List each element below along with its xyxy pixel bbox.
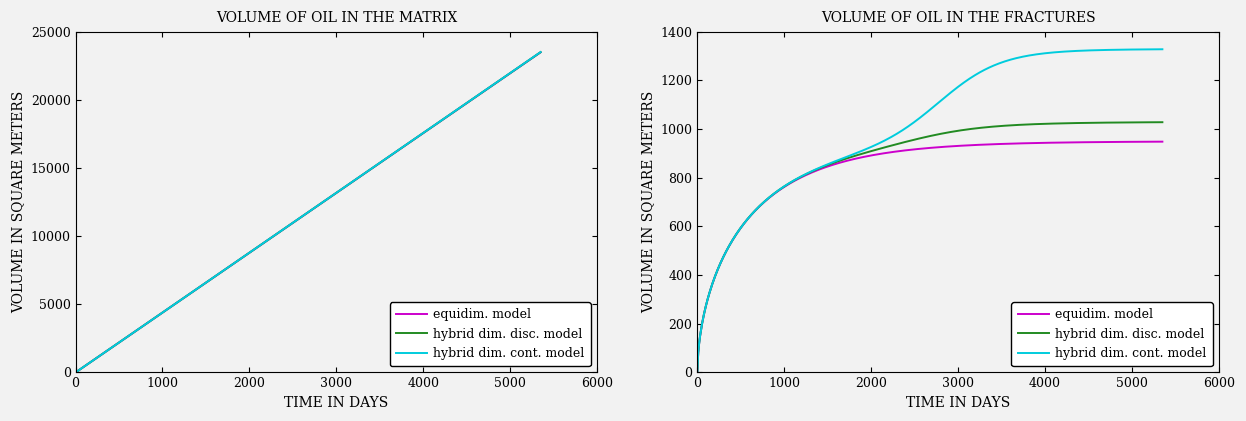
Y-axis label: VOLUME IN SQUARE METERS: VOLUME IN SQUARE METERS <box>11 91 25 313</box>
X-axis label: TIME IN DAYS: TIME IN DAYS <box>906 396 1011 410</box>
X-axis label: TIME IN DAYS: TIME IN DAYS <box>284 396 389 410</box>
Legend: equidim. model, hybrid dim. disc. model, hybrid dim. cont. model: equidim. model, hybrid dim. disc. model,… <box>390 302 591 366</box>
Title: VOLUME OF OIL IN THE MATRIX: VOLUME OF OIL IN THE MATRIX <box>216 11 457 25</box>
Title: VOLUME OF OIL IN THE FRACTURES: VOLUME OF OIL IN THE FRACTURES <box>821 11 1095 25</box>
Y-axis label: VOLUME IN SQUARE METERS: VOLUME IN SQUARE METERS <box>640 91 655 313</box>
Legend: equidim. model, hybrid dim. disc. model, hybrid dim. cont. model: equidim. model, hybrid dim. disc. model,… <box>1012 302 1212 366</box>
